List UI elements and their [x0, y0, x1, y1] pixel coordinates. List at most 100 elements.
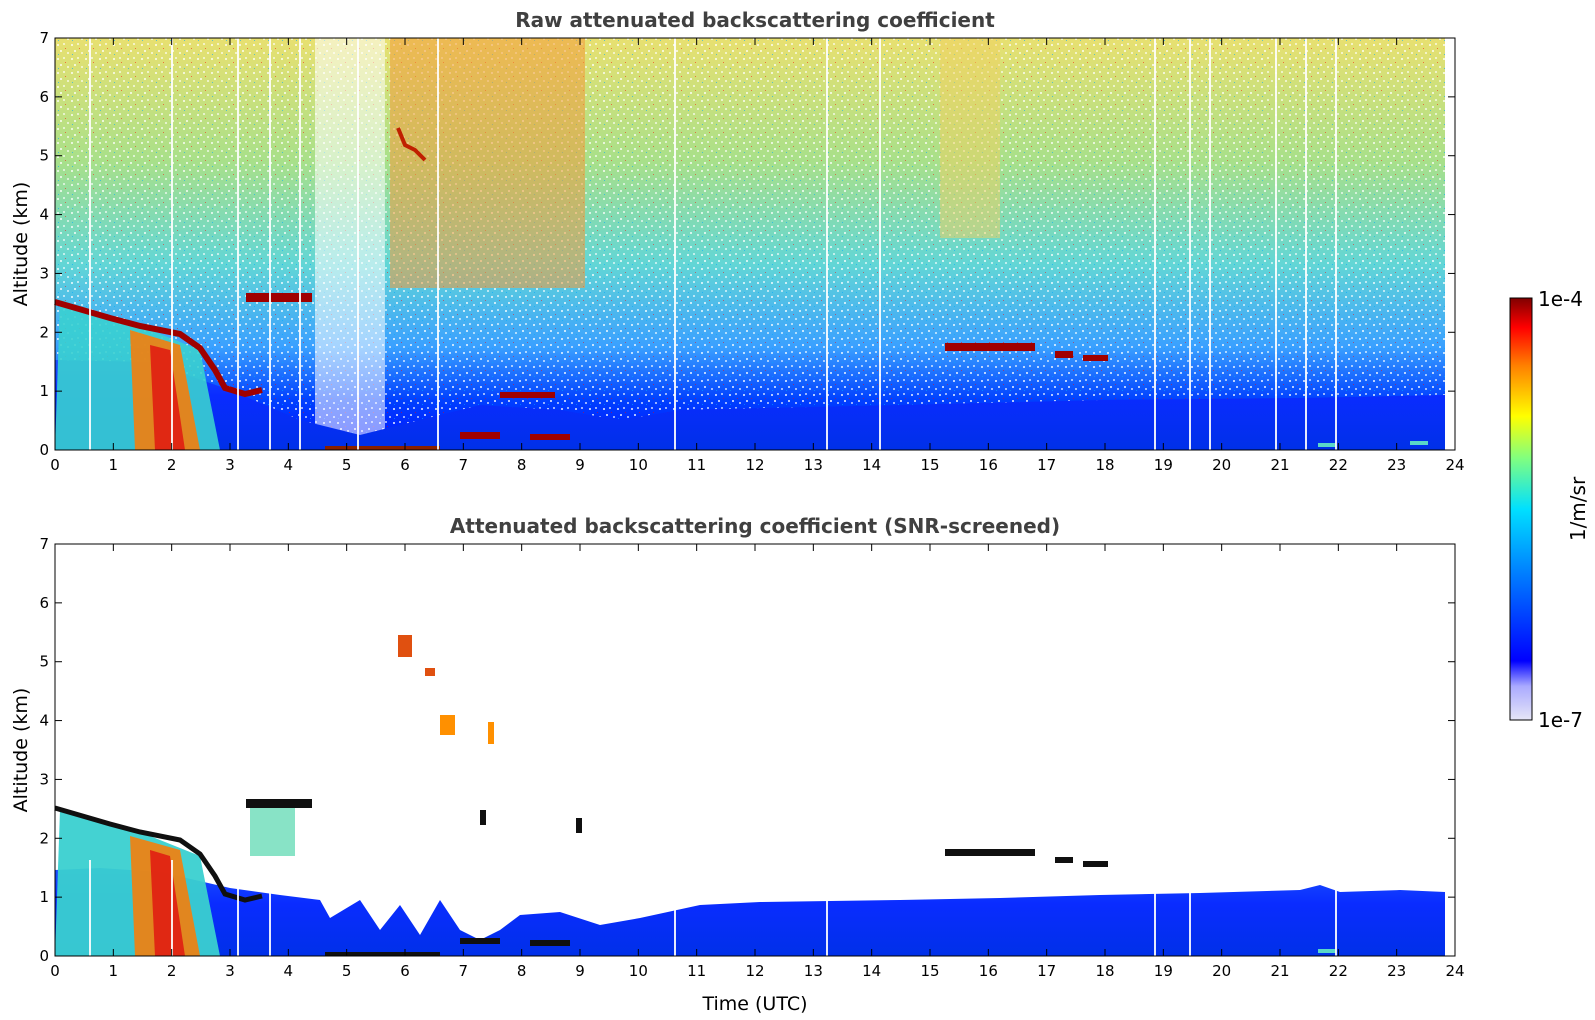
panel-raw-ticks: 0 1 2 3 4 5 6 7 8 9 10 11 12 13 14 15 16 17 18 19 20 21 22 23 24…: [39, 29, 1464, 474]
raw-boundary-layer: [55, 360, 1445, 450]
screened-xtick-label-17: 17: [1037, 962, 1056, 980]
screened-morning-core2: [150, 850, 185, 956]
raw-cloud-17h: [1055, 351, 1073, 358]
raw-data-gaps: [89, 38, 1337, 450]
screened-cloud-6.3h: [425, 668, 435, 676]
raw-xtick-label-2: 2: [167, 456, 177, 474]
screened-ytick-label-6: 6: [39, 594, 49, 612]
raw-hot-region-6-9h: [390, 38, 585, 288]
raw-xtick-label-7: 7: [459, 456, 469, 474]
raw-xtick-label-17: 17: [1037, 456, 1056, 474]
raw-noise: [55, 38, 1445, 450]
screened-xtick-label-7: 7: [459, 962, 469, 980]
raw-xtick-label-5: 5: [342, 456, 352, 474]
screened-cloud-5.9h: [398, 635, 412, 657]
raw-ytick-label-2: 2: [39, 323, 49, 341]
raw-xtick-label-6: 6: [400, 456, 410, 474]
raw-cloud-23.3h: [1410, 441, 1428, 445]
screened-xtick-label-1: 1: [109, 962, 119, 980]
screened-data-gaps: [89, 860, 1337, 956]
raw-ytick-label-0: 0: [39, 441, 49, 459]
raw-cloud-8h: [500, 392, 555, 398]
panel-screened-xlabel: Time (UTC): [701, 993, 807, 1015]
screened-plume-3.8h: [250, 806, 295, 856]
screened-xtick-label-16: 16: [979, 962, 998, 980]
raw-ytick-label-1: 1: [39, 382, 49, 400]
screened-cloud-3.5h: [246, 799, 312, 808]
screened-xtick-label-14: 14: [862, 962, 881, 980]
screened-cloud-21.8h: [1318, 949, 1336, 953]
screened-cloud-8.9h: [576, 818, 582, 833]
raw-xtick-label-23: 23: [1387, 456, 1406, 474]
raw-xtick-label-14: 14: [862, 456, 881, 474]
screened-cloud-16h: [945, 849, 1035, 856]
raw-cloud-3.5h: [246, 293, 312, 302]
raw-ytick-label-3: 3: [39, 264, 49, 282]
screened-xtick-label-18: 18: [1095, 962, 1114, 980]
screened-ytick-label-7: 7: [39, 535, 49, 553]
screened-ytick-label-5: 5: [39, 653, 49, 671]
raw-xtick-label-15: 15: [920, 456, 939, 474]
screened-ytick-label-3: 3: [39, 770, 49, 788]
raw-gap-4-6h: [315, 38, 385, 450]
raw-xtick-label-10: 10: [629, 456, 648, 474]
raw-xtick-label-1: 1: [109, 456, 119, 474]
raw-xtick-label-13: 13: [804, 456, 823, 474]
screened-xtick-label-21: 21: [1270, 962, 1289, 980]
screened-xtick-label-9: 9: [575, 962, 585, 980]
raw-xtick-label-3: 3: [225, 456, 235, 474]
raw-xtick-label-21: 21: [1270, 456, 1289, 474]
raw-xtick-label-24: 24: [1445, 456, 1464, 474]
screened-xtick-label-5: 5: [342, 962, 352, 980]
screened-boundary-layer: [55, 868, 1445, 956]
screened-ytick-label-2: 2: [39, 829, 49, 847]
raw-cloud-8.5h: [530, 434, 570, 440]
screened-cloud-7.3h: [480, 810, 486, 825]
raw-morning-core2: [150, 345, 185, 450]
colorbar-max-label: 1e-4: [1538, 287, 1583, 311]
screened-ytick-label-0: 0: [39, 947, 49, 965]
raw-xtick-label-22: 22: [1329, 456, 1348, 474]
raw-cloud-5h: [325, 446, 440, 450]
screened-xtick-label-6: 6: [400, 962, 410, 980]
raw-xtick-label-12: 12: [745, 456, 764, 474]
raw-ytick-label-7: 7: [39, 29, 49, 47]
screened-ytick-label-1: 1: [39, 888, 49, 906]
colorbar-unit-label: 1/m/sr: [1566, 476, 1590, 541]
raw-cloud-18h: [1083, 355, 1108, 361]
screened-xtick-label-4: 4: [284, 962, 294, 980]
panel-screened-heatmap: [55, 806, 1445, 956]
screened-cloud-17h: [1055, 857, 1073, 863]
raw-cloud-7h: [460, 432, 500, 439]
screened-cloud-8.5h: [530, 940, 570, 946]
raw-xtick-label-4: 4: [284, 456, 294, 474]
panel-screened-ticks: 0 1 2 3 4 5 6 7 8 9 10 11 12 13 14 15 16 17 18 19 20 21 22 23 24…: [39, 535, 1464, 980]
screened-cloud-7-8h: [460, 938, 500, 944]
raw-ytick-label-6: 6: [39, 88, 49, 106]
screened-xtick-label-10: 10: [629, 962, 648, 980]
colorbar-min-label: 1e-7: [1538, 708, 1583, 732]
screened-cloud-6.8h: [440, 715, 455, 735]
colorbar-gradient: [1509, 297, 1533, 721]
raw-xtick-label-20: 20: [1212, 456, 1231, 474]
panel-raw-ylabel: Altitude (km): [10, 182, 32, 307]
screened-cloud-7.4h: [488, 722, 494, 744]
screened-xtick-label-11: 11: [687, 962, 706, 980]
screened-xtick-label-24: 24: [1445, 962, 1464, 980]
raw-cloud-21.8h: [1318, 443, 1336, 447]
panel-raw: Raw attenuated backscattering coefficien…: [10, 8, 1465, 474]
screened-xtick-label-22: 22: [1329, 962, 1348, 980]
screened-xtick-label-0: 0: [50, 962, 60, 980]
screened-xtick-label-23: 23: [1387, 962, 1406, 980]
raw-cloud-16h: [945, 343, 1035, 351]
screened-xtick-label-15: 15: [920, 962, 939, 980]
screened-cloud-5h: [325, 952, 440, 956]
panel-raw-heatmap: [55, 38, 1445, 450]
screened-xtick-label-19: 19: [1154, 962, 1173, 980]
raw-warm-16h: [940, 38, 1000, 238]
screened-xtick-label-3: 3: [225, 962, 235, 980]
raw-xtick-label-18: 18: [1095, 456, 1114, 474]
raw-xtick-label-19: 19: [1154, 456, 1173, 474]
screened-cloud-18h: [1083, 861, 1108, 867]
panel-screened-title: Attenuated backscattering coefficient (S…: [450, 514, 1060, 538]
